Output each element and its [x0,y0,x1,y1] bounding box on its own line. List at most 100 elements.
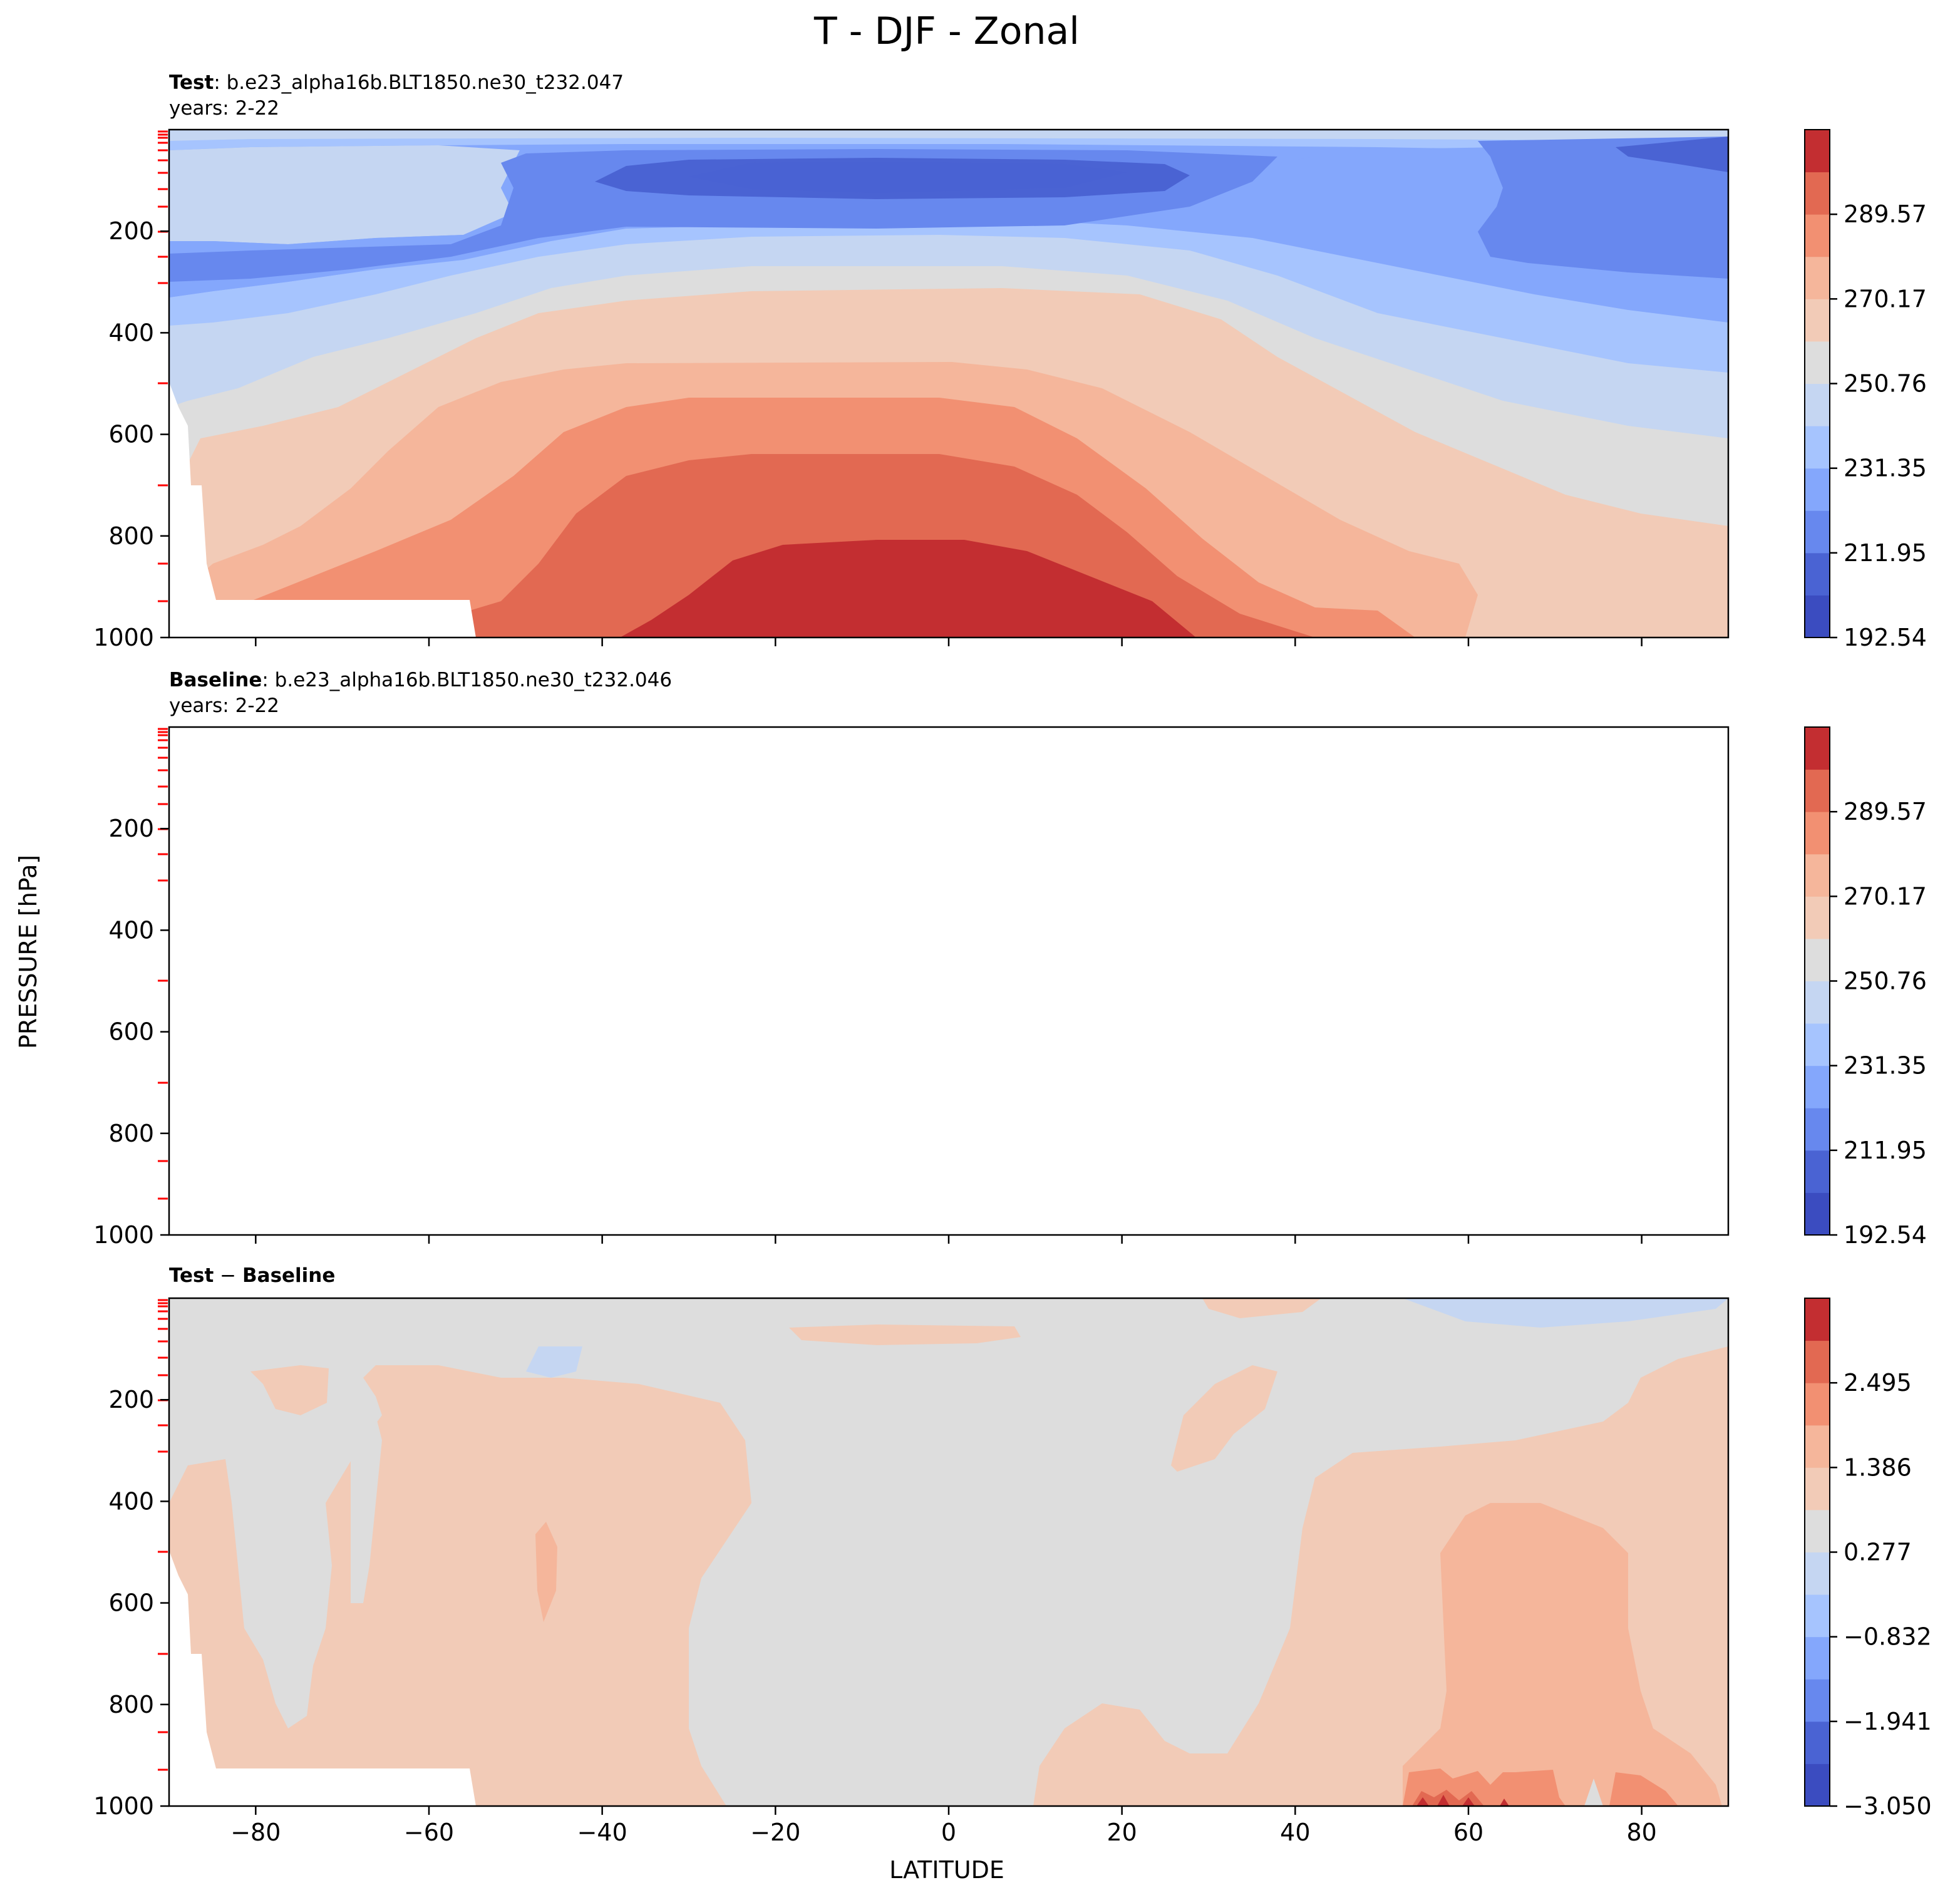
panel-baseline-contours [169,727,1728,1235]
colorbar-tick-label: 231.35 [1844,455,1927,482]
band-diff-c8-north [1403,1503,1722,1806]
band-baseline-c4 [169,727,1728,983]
colorbar-segment [1805,981,1830,1024]
colorbar-segment [1805,299,1830,342]
band-diff-c11-north [1416,1795,1509,1806]
colorbar-segment [1805,1108,1830,1151]
band-diff-gray-north [1584,1779,1603,1806]
band-test-c1c [1616,137,1728,172]
band-test-missing [169,382,476,638]
panel-baseline-level-ticks [158,728,168,1200]
panel-difference-title-sep: − [214,1264,242,1287]
colorbar-segment [1805,854,1830,897]
y-tick-label: 800 [108,1120,154,1147]
band-diff-c7-top2 [1202,1298,1321,1318]
band-baseline-c10 [351,1051,1315,1235]
y-tick-label: 800 [108,522,154,550]
band-test-c6b [169,145,520,244]
x-tick-label: 20 [1106,1819,1137,1846]
colorbar-tick-label: 270.17 [1844,882,1927,910]
y-tick-label: 600 [108,1018,154,1046]
panel-test-subtitle: years: 2-22 [169,97,279,120]
panel-difference-title-bold: Test [169,1264,214,1287]
panel-difference-contours [169,1298,1728,1806]
band-baseline-c2a [169,746,1284,879]
panel-test-axes: 200 400 600 800 1000 [93,217,1643,651]
y-tick-label: 400 [108,916,154,944]
band-test-c2b [1478,137,1728,279]
panel-test: Test: b.e23_alpha16b.BLT1850.ne30_t232.0… [93,71,1927,651]
colorbar-tick-label: 192.54 [1844,624,1927,651]
band-baseline-c1c [1622,735,1728,763]
colorbar-tick-label: 270.17 [1844,285,1927,312]
y-tick-label: 600 [108,1589,154,1617]
x-axis-label: LATITUDE [889,1856,1004,1884]
panel-difference-title: Test − Baseline [169,1264,335,1287]
x-tick-label: 80 [1626,1819,1656,1846]
band-diff-missing [169,1551,476,1806]
panel-test-title-bold: Test [169,71,214,94]
band-baseline-c9 [207,995,1409,1235]
panel-difference-axes: −80 −60 −40 −20 0 20 40 60 80 200 400 600 800 1000 [93,1386,1657,1846]
colorbar-segment [1805,383,1830,426]
band-baseline-c1a [689,757,1152,795]
panel-test-colorbar: 192.54 211.95 231.35 250.76 270.17 289.57 [1804,129,1927,651]
y-tick-label: 400 [108,1487,154,1515]
panel-difference-title-bold2: Baseline [242,1264,335,1287]
colorbar-segment [1805,595,1830,638]
y-tick-label: 1000 [93,624,154,651]
colorbar-segment [1805,1763,1830,1807]
panel-test-contours [169,130,1728,638]
panel-test-title-rest: : b.e23_alpha16b.BLT1850.ne30_t232.047 [214,71,624,94]
colorbar-segment [1805,1425,1830,1468]
y-tick-label: 400 [108,319,154,346]
panel-baseline-colorbar: 192.54 211.95 231.35 250.76 270.17 289.57 [1804,726,1927,1249]
figure-title: T - DJF - Zonal [813,9,1080,53]
colorbar-segment [1805,1467,1830,1510]
colorbar-tick-label: 289.57 [1844,798,1927,825]
x-tick-label: −40 [577,1819,627,1846]
colorbar-tick-label: 192.54 [1844,1221,1927,1249]
y-axis-label: PRESSURE [hPa] [14,855,42,1049]
band-baseline-c5c [169,743,520,842]
panel-test-level-ticks [158,130,168,602]
panel-baseline-title-bold: Baseline [169,669,262,691]
colorbar-tick-label: 250.76 [1844,968,1927,995]
colorbar-tick-label: −3.050 [1844,1792,1932,1820]
y-tick-label: 200 [108,815,154,842]
colorbar-segment [1805,896,1830,939]
band-baseline-c5 [169,727,1728,1036]
colorbar-segment [1805,769,1830,812]
band-diff-c5-south [526,1346,582,1378]
panel-baseline-title-rest: : b.e23_alpha16b.BLT1850.ne30_t232.046 [262,669,672,691]
band-diff-c9-north2 [1609,1772,1678,1806]
panel-difference: Test − Baseline [93,1264,1931,1846]
x-tick-label: −60 [404,1819,454,1846]
colorbar-segment [1805,426,1830,469]
x-tick-label: −20 [750,1819,800,1846]
x-tick-label: 60 [1453,1819,1483,1846]
colorbar-segment [1805,727,1830,770]
colorbar-tick-label: 211.95 [1844,539,1927,567]
band-baseline-c11 [620,1137,1196,1235]
colorbar-tick-label: 231.35 [1844,1052,1927,1080]
colorbar-segment [1805,510,1830,554]
y-tick-label: 200 [108,217,154,245]
colorbar-segment [1805,256,1830,299]
colorbar-segment [1805,1636,1830,1680]
colorbar-segment [1805,1509,1830,1552]
colorbar-tick-label: 250.76 [1844,370,1927,398]
band-baseline-c6 [169,727,1728,1120]
y-tick-label: 800 [108,1691,154,1718]
band-diff-c7-top [789,1324,1021,1345]
band-diff-gray-island [351,1415,382,1603]
band-baseline-missing [169,979,476,1235]
panel-baseline-subtitle: years: 2-22 [169,694,279,717]
colorbar-segment [1805,468,1830,511]
panel-baseline-frame [168,726,1730,1236]
panel-difference-level-ticks [158,1299,168,1771]
colorbar-segment [1805,1552,1830,1595]
y-tick-label: 200 [108,1386,154,1413]
panel-baseline-title: Baseline: b.e23_alpha16b.BLT1850.ne30_t2… [169,669,672,691]
